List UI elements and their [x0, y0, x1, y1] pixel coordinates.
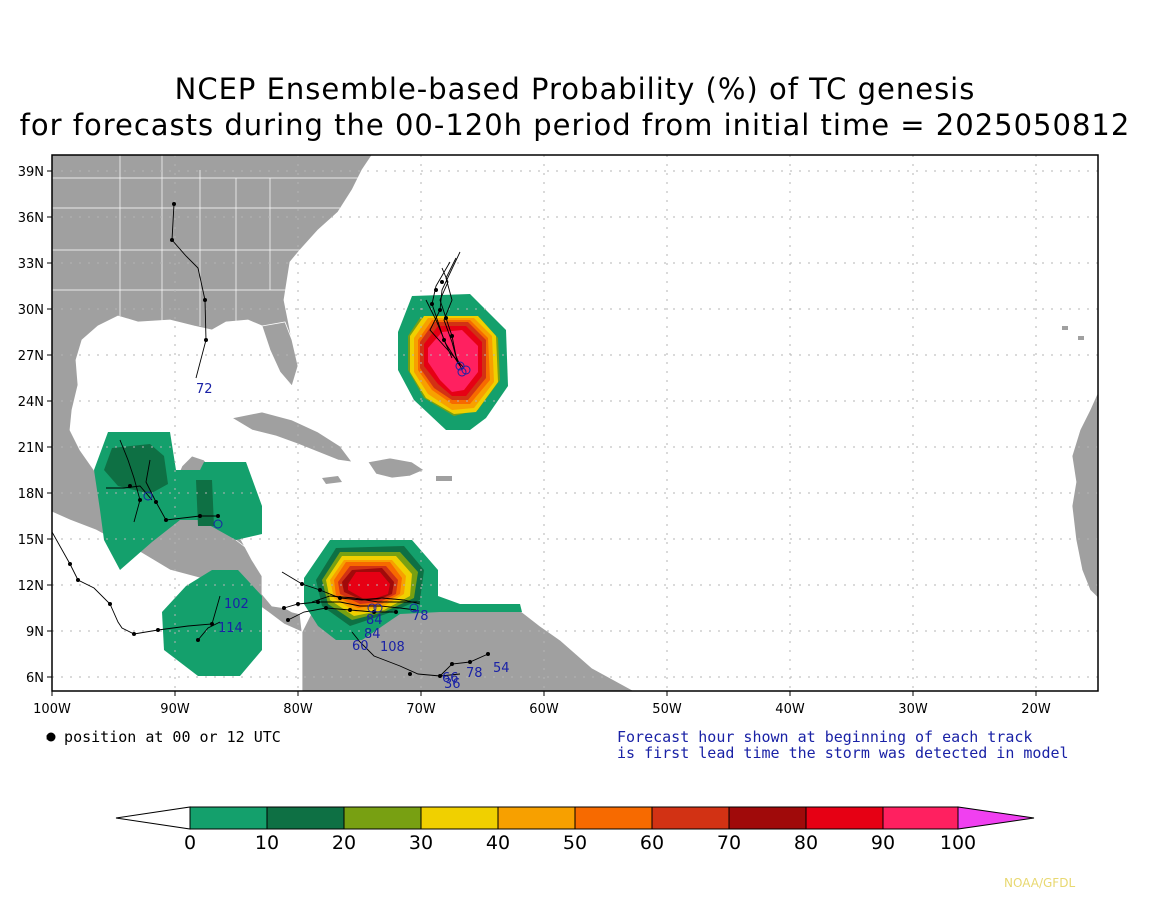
chart-title-line-2: for forecasts during the 00-120h period … [19, 108, 1131, 142]
track-label: 108 [380, 640, 405, 655]
colorbar-label: 10 [255, 832, 279, 854]
colorbar-bin [420, 806, 499, 830]
lat-label: 27N [18, 349, 44, 364]
credit-label: NOAA/GFDL [1004, 876, 1076, 890]
colorbar-bin [574, 806, 653, 830]
colorbar-label: 100 [940, 832, 976, 854]
longitude-labels: 100W 90W 80W 70W 60W 50W 40W 30W 20W [33, 702, 1051, 717]
track-label: 78 [412, 609, 429, 624]
colorbar-label: 80 [794, 832, 818, 854]
lon-label: 70W [406, 702, 436, 717]
map-frame [51, 154, 1099, 692]
probability-colorbar: 0 10 20 30 40 50 60 70 80 90 100 [115, 806, 1035, 854]
track-label: 72 [196, 382, 213, 397]
colorbar-label: 70 [717, 832, 741, 854]
forecast-hour-note-line-1: Forecast hour shown at beginning of each… [617, 728, 1033, 746]
first-detection-markers [143, 361, 471, 613]
colorbar-under-arrow [115, 806, 191, 830]
lon-label: 60W [529, 702, 559, 717]
track-label: 36 [444, 677, 461, 692]
prob-20-yucatan [104, 444, 168, 494]
lat-label: 39N [18, 165, 44, 180]
track-label: 84 [364, 627, 381, 642]
colorbar-label: 50 [563, 832, 587, 854]
political-borders [52, 155, 362, 561]
storm-position-dots [68, 202, 490, 678]
track-label: 54 [493, 661, 510, 676]
lat-lon-grid [52, 155, 1098, 691]
colorbar-bin [651, 806, 730, 830]
prob-100-atlantic [428, 330, 478, 392]
track-label: 60 [352, 639, 369, 654]
track-label: 78 [466, 666, 483, 681]
lat-label: 15N [18, 533, 44, 548]
lat-label: 12N [18, 579, 44, 594]
colorbar-bin [805, 806, 884, 830]
lat-label: 24N [18, 395, 44, 410]
colorbar-label: 30 [409, 832, 433, 854]
lon-label: 90W [160, 702, 190, 717]
chart-title-line-1: NCEP Ensemble-based Probability (%) of T… [174, 72, 976, 106]
lat-label: 21N [18, 441, 44, 456]
colorbar-bin [189, 806, 268, 830]
genesis-probability-contours [94, 294, 522, 676]
position-dot-icon [46, 732, 56, 742]
lon-label: 80W [283, 702, 313, 717]
colorbar-bin [266, 806, 345, 830]
colorbar-label: 60 [640, 832, 664, 854]
colorbar-label: 20 [332, 832, 356, 854]
lon-label: 20W [1021, 702, 1051, 717]
track-label: 114 [218, 621, 243, 636]
canary-islands [1062, 326, 1084, 340]
lat-label: 9N [26, 625, 44, 640]
forecast-hour-note-line-2: is first lead time the storm was detecte… [617, 744, 1069, 762]
puerto-rico-land [436, 476, 452, 481]
africa-land [1071, 391, 1098, 599]
lat-label: 6N [26, 671, 44, 686]
lat-label: 36N [18, 211, 44, 226]
colorbar-label: 40 [486, 832, 510, 854]
colorbar-bin [882, 806, 959, 830]
colorbar-bin [343, 806, 422, 830]
florida-land [261, 321, 299, 387]
track-forecast-hour-labels: 72 102 114 84 84 60 108 78 54 78 66 36 [196, 382, 510, 692]
colorbar-label: 0 [184, 832, 196, 854]
lat-label: 18N [18, 487, 44, 502]
axis-ticks [47, 170, 1037, 696]
colorbar-label: 90 [871, 832, 895, 854]
lat-label: 33N [18, 257, 44, 272]
hispaniola-land [367, 457, 425, 479]
colorbar-bin [728, 806, 807, 830]
track-label: 66 [442, 671, 459, 686]
track-label: 102 [224, 597, 249, 612]
lat-label: 30N [18, 303, 44, 318]
latitude-labels: 39N 36N 33N 30N 27N 24N 21N 18N 15N 12N … [18, 165, 44, 686]
cuba-land [230, 411, 353, 463]
lon-label: 50W [652, 702, 682, 717]
jamaica-land [322, 476, 342, 484]
colorbar-bin [497, 806, 576, 830]
colorbar-over-arrow [957, 806, 1035, 830]
lon-label: 30W [898, 702, 928, 717]
prob-20-belize [196, 480, 214, 526]
lon-label: 40W [775, 702, 805, 717]
position-legend-text: = position at 00 or 12 UTC [46, 728, 281, 746]
track-label: 84 [366, 613, 383, 628]
lon-label: 100W [33, 702, 71, 717]
